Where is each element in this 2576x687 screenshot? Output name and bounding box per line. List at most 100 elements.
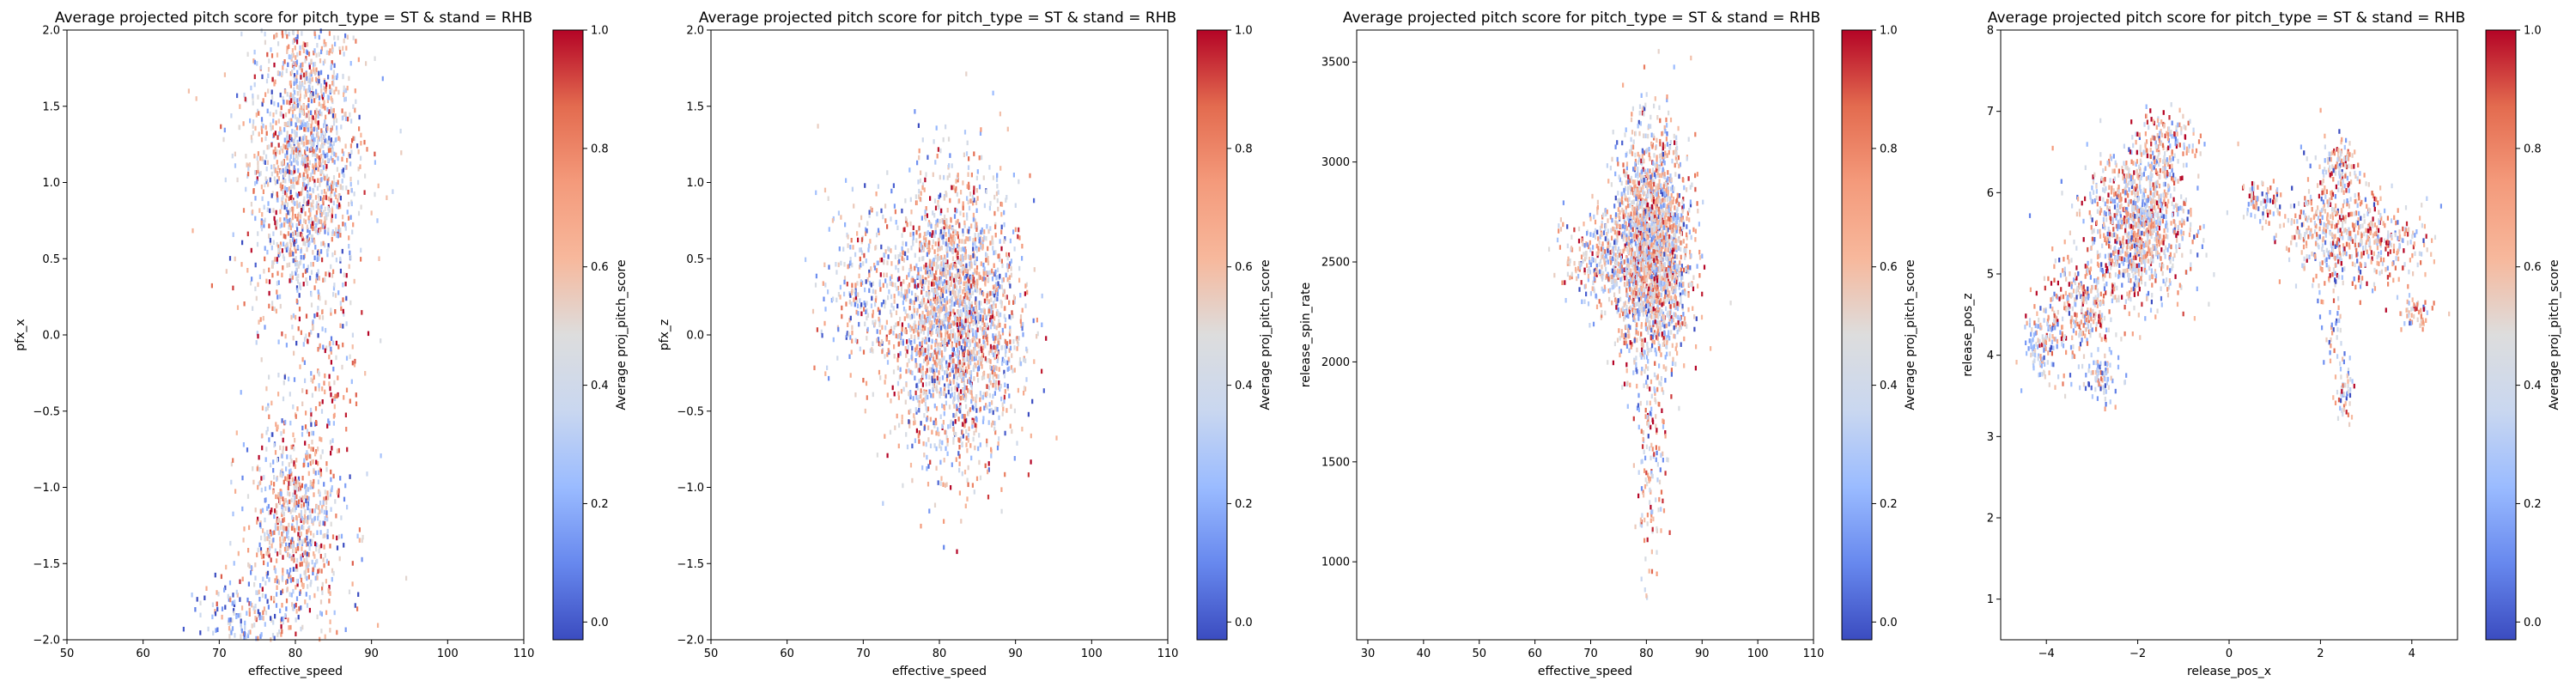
heat-cell (848, 318, 851, 323)
heat-cell (308, 72, 311, 77)
heat-cell (993, 355, 996, 361)
heat-cell (995, 374, 998, 379)
heat-cell (327, 211, 330, 217)
x-tick-label: 90 (364, 647, 379, 660)
heat-cell (289, 80, 292, 86)
heat-cell (932, 392, 934, 398)
heat-cell (310, 58, 313, 64)
heat-cell (269, 484, 271, 490)
heat-cell (989, 314, 992, 320)
heat-cell (295, 483, 298, 489)
heat-cell (1013, 345, 1016, 350)
heat-cell (949, 246, 951, 252)
heat-cell (257, 168, 259, 174)
heat-cell (319, 436, 321, 441)
heat-cell (296, 216, 299, 222)
heat-cell (366, 471, 368, 477)
heat-cell (319, 208, 321, 213)
heat-cell (305, 56, 307, 61)
heat-cell (303, 550, 306, 556)
heat-cell (287, 210, 289, 216)
heat-cell (324, 634, 326, 640)
heat-cell (927, 437, 930, 442)
heat-cell (322, 500, 325, 505)
heat-cell (859, 247, 861, 252)
heat-cell (918, 379, 920, 384)
heat-cell (962, 422, 964, 427)
heat-cell (286, 579, 289, 584)
heat-cell (260, 117, 264, 122)
heat-cell (999, 284, 1001, 289)
heat-cell (302, 111, 305, 116)
heat-cell (255, 590, 258, 595)
heat-cell (957, 268, 959, 274)
heat-cell (962, 205, 964, 211)
heat-cell (307, 520, 309, 525)
heat-cell (295, 179, 298, 185)
heat-cell (280, 623, 283, 629)
heat-cell (908, 338, 911, 344)
heat-cell (361, 534, 364, 540)
heat-cell (289, 100, 291, 106)
heat-cell (332, 570, 335, 576)
heat-cell (246, 633, 250, 639)
heat-cell (334, 309, 337, 314)
heat-cell (312, 325, 314, 330)
heat-cell (996, 445, 999, 451)
heat-cell (306, 575, 308, 581)
heat-cell (301, 401, 304, 406)
heat-cell (298, 531, 301, 537)
heat-cell (925, 371, 927, 376)
heat-cell (299, 173, 301, 178)
heat-cell (343, 543, 345, 548)
heat-cell (323, 134, 325, 140)
heat-cell (269, 534, 271, 540)
heat-cell (295, 160, 298, 165)
heat-cell (981, 227, 983, 233)
heat-cell (975, 323, 978, 329)
heat-cell (256, 466, 258, 471)
heat-cell (962, 231, 964, 237)
heat-cell (959, 316, 962, 322)
heat-cell (968, 278, 970, 284)
heat-cell (909, 462, 913, 468)
heat-cell (280, 431, 283, 436)
heat-cell (984, 392, 987, 398)
heat-cell (969, 274, 971, 280)
heat-cell (296, 52, 299, 58)
heat-cell (1006, 267, 1009, 272)
heat-cell (246, 611, 248, 616)
heat-cell (957, 368, 960, 374)
heat-cell (982, 291, 985, 297)
heat-cell (941, 352, 944, 358)
heat-cell (950, 329, 952, 334)
heat-cell (970, 393, 973, 399)
heat-cell (277, 119, 280, 124)
heat-cell (294, 76, 296, 82)
heat-cell (293, 478, 295, 484)
heat-cell (264, 517, 266, 523)
heat-cell (973, 151, 975, 156)
heat-cell (923, 242, 927, 247)
heat-cell (320, 177, 323, 182)
heat-cell (983, 235, 986, 240)
heat-cell (290, 526, 294, 531)
heat-cell (332, 121, 336, 126)
heat-cell (294, 239, 296, 245)
heat-cell (936, 222, 939, 228)
heat-cell (254, 125, 257, 131)
heat-cell (251, 277, 253, 282)
heat-cell (297, 536, 300, 542)
heat-cell (997, 441, 999, 447)
heat-cell (947, 339, 950, 344)
heat-cell (997, 267, 999, 273)
heat-cell (273, 100, 276, 106)
heat-cell (835, 270, 838, 275)
heat-cell (276, 149, 278, 155)
heat-cell (957, 356, 960, 361)
heat-cell (259, 547, 263, 552)
heat-cell (925, 262, 927, 268)
heat-cell (901, 246, 903, 252)
heat-cell (299, 97, 301, 102)
heat-cell (274, 548, 276, 554)
